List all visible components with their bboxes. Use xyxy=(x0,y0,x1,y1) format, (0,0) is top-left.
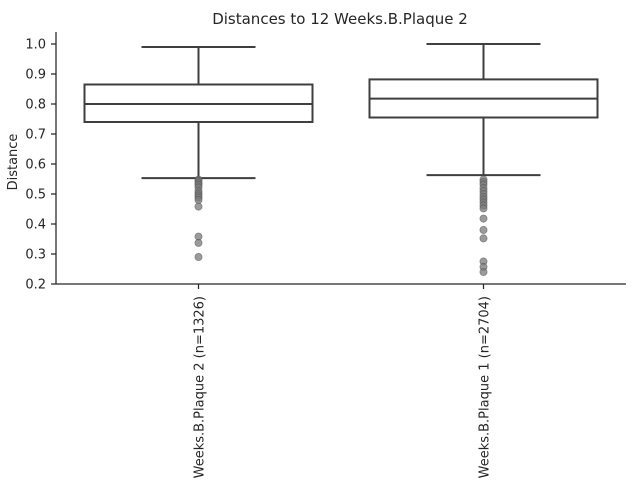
y-axis-label: Distance xyxy=(6,134,21,191)
y-tick-label: 0.3 xyxy=(25,248,46,263)
box-group-2 xyxy=(368,43,599,276)
chart-title: Distances to 12 Weeks.B.Plaque 2 xyxy=(212,10,468,28)
plot-area xyxy=(83,43,599,276)
y-tick-label: 0.8 xyxy=(25,98,46,113)
y-tick-label: 0.7 xyxy=(25,128,46,143)
y-tick-label: 0.5 xyxy=(25,188,46,203)
x-tick-label: 12 Weeks.B.Plaque 2 (n=1326) xyxy=(193,296,208,480)
y-tick-label: 0.9 xyxy=(25,68,46,83)
outlier-point xyxy=(194,195,203,204)
outlier-point xyxy=(479,214,488,223)
y-tick-label: 1.0 xyxy=(25,38,46,53)
outlier-point xyxy=(194,238,203,247)
outlier-point xyxy=(479,225,488,234)
outlier-point xyxy=(194,252,203,261)
outlier-point xyxy=(479,204,488,213)
y-tick-label: 0.6 xyxy=(25,158,46,173)
axes: 0.2 0.3 0.4 0.5 0.6 0.7 0.8 0.9 1.0 12 Weeks.B.Pl… xyxy=(25,32,626,480)
y-tick-label: 0.2 xyxy=(25,278,46,293)
outlier-point xyxy=(479,234,488,243)
x-tick-label: 12 Weeks.B.Plaque 1 (n=2704) xyxy=(478,296,493,480)
outlier-point xyxy=(479,267,488,276)
box-group-1 xyxy=(83,46,314,261)
outlier-point xyxy=(194,202,203,211)
y-tick-label: 0.4 xyxy=(25,218,46,233)
